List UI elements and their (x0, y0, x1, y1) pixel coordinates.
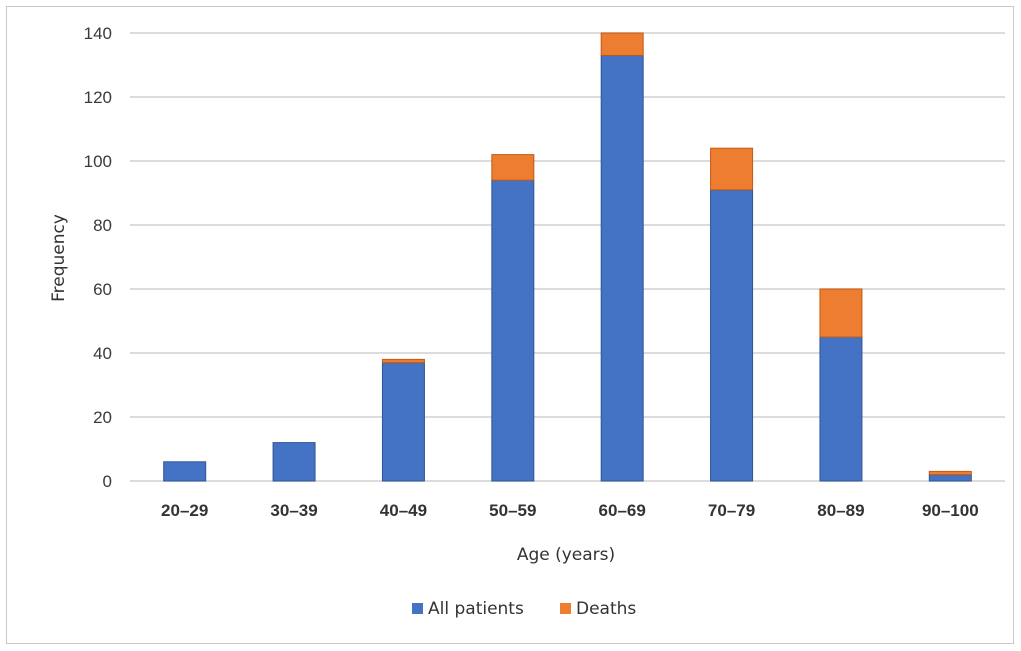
bar-deaths (600, 32, 644, 56)
bar-deaths (491, 154, 535, 181)
bar-all-patients (710, 189, 754, 482)
bar-deaths (381, 358, 425, 364)
y-tick-label: 40 (93, 344, 112, 363)
bar-all-patients (491, 179, 535, 482)
x-tick-label: 50–59 (489, 501, 536, 520)
bar-all-patients (163, 461, 207, 482)
y-axis-ticks: 0 20 40 60 80 100 120 140 (84, 24, 112, 491)
x-tick-label: 20–29 (161, 501, 208, 520)
x-tick-label: 40–49 (380, 501, 427, 520)
y-tick-label: 100 (84, 152, 112, 171)
y-axis-title: Frequency (49, 214, 69, 302)
x-axis-title: Age (years) (517, 545, 615, 565)
y-tick-label: 120 (84, 88, 112, 107)
y-tick-label: 60 (93, 280, 112, 299)
legend-swatch (412, 603, 423, 614)
bar-deaths (819, 288, 863, 338)
x-axis-ticks: 20–29 30–39 40–49 50–59 60–69 70–79 80–89 90–10… (161, 501, 979, 520)
y-tick-label: 80 (93, 216, 112, 235)
y-tick-label: 0 (103, 472, 112, 491)
bar-all-patients (272, 442, 316, 482)
bar-deaths (710, 147, 754, 191)
bar-all-patients (600, 54, 644, 482)
y-tick-label: 140 (84, 24, 112, 43)
gridlines (130, 32, 1005, 482)
x-tick-label: 30–39 (270, 501, 317, 520)
legend-swatch (560, 603, 571, 614)
y-tick-label: 20 (93, 408, 112, 427)
x-tick-label: 90–100 (922, 501, 979, 520)
legend: All patients Deaths (412, 599, 636, 619)
bar-deaths (928, 470, 972, 476)
bar-all-patients (819, 336, 863, 482)
x-tick-label: 70–79 (708, 501, 755, 520)
x-tick-label: 60–69 (599, 501, 646, 520)
legend-label: All patients (428, 599, 524, 619)
bar-all-patients (381, 362, 425, 482)
legend-label: Deaths (576, 599, 636, 619)
bars (163, 32, 972, 482)
bar-all-patients (928, 474, 972, 482)
x-tick-label: 80–89 (817, 501, 864, 520)
